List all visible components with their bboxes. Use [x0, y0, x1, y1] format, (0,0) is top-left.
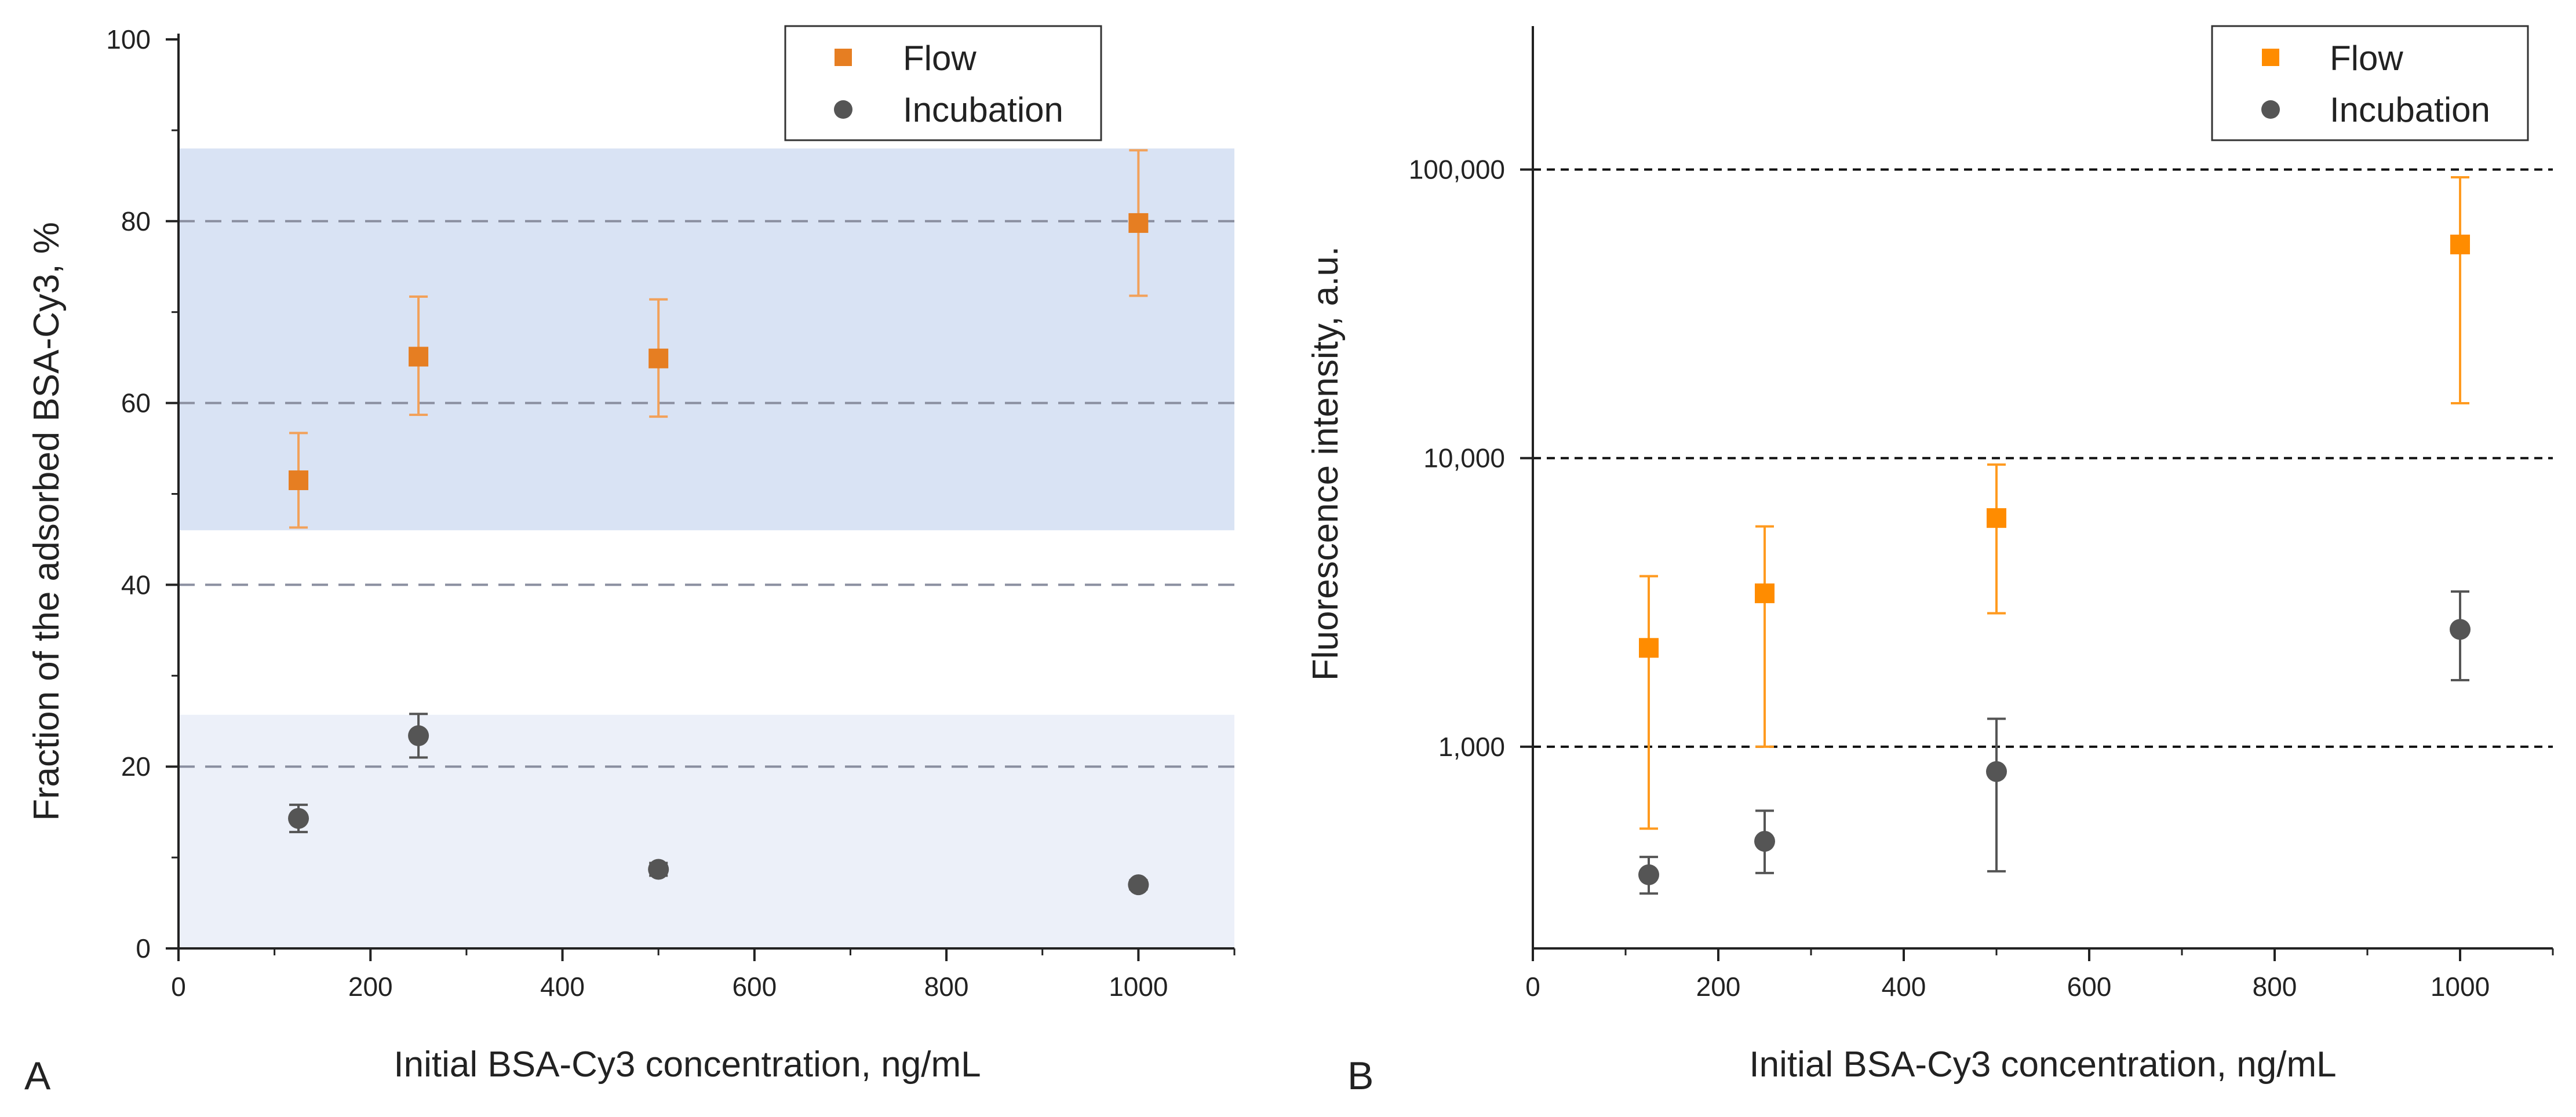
incubation-point: [648, 859, 669, 880]
legend-flow-marker: [2262, 49, 2279, 66]
y-tick-label: 0: [136, 933, 151, 963]
legend-incubation-marker: [2261, 100, 2280, 119]
legend-flow-label: Flow: [903, 39, 977, 78]
legend-incubation-label: Incubation: [903, 90, 1063, 129]
panel-b-label: B: [1347, 1054, 1373, 1098]
panel-a-legend-box: [784, 25, 1102, 141]
flow-point: [1639, 638, 1659, 658]
panel-a-chart: 0 200 400 600 800 1000 0 20 40 60 80 100 Flow Incub…: [24, 24, 1236, 1098]
y-tick-label: 80: [121, 206, 151, 236]
flow-point: [289, 470, 309, 490]
panel-b-data: [1638, 176, 2471, 895]
legend-flow-label: Flow: [2330, 39, 2403, 78]
x-tick-label: 400: [540, 972, 585, 1002]
panel-a-x-axis-title: Initial BSA-Cy3 concentration, ng/mL: [393, 1045, 981, 1085]
panel-b-legend-box: [2211, 25, 2529, 141]
flow-point: [1128, 213, 1149, 233]
panel-a-y-axis-title: Fraction of the adsorbed BSA-Cy3, %: [27, 222, 67, 821]
x-tick-label: 400: [1882, 972, 1926, 1002]
panel-a-label: A: [24, 1054, 51, 1098]
panel-b-legend: Flow Incubation: [2211, 25, 2529, 141]
y-tick-label: 10,000: [1423, 443, 1505, 473]
panel-a-ticks: 0 200 400 600 800 1000 0 20 40 60 80 100: [106, 24, 1236, 1002]
y-tick-label: 20: [121, 751, 151, 782]
panel-a-axes: [177, 34, 1234, 950]
flow-point: [1755, 583, 1775, 604]
x-tick-label: 1000: [2431, 972, 2490, 1002]
panel-b-x-axis-title: Initial BSA-Cy3 concentration, ng/mL: [1749, 1045, 2336, 1085]
flow-point: [648, 348, 669, 368]
incubation-point: [1754, 831, 1775, 852]
x-tick-label: 1000: [1109, 972, 1168, 1002]
x-tick-label: 200: [1696, 972, 1741, 1002]
y-tick-label: 60: [121, 388, 151, 418]
y-tick-label: 100,000: [1409, 155, 1505, 185]
x-tick-label: 800: [2253, 972, 2297, 1002]
x-tick-label: 0: [171, 972, 186, 1002]
incubation-point: [288, 808, 309, 829]
flow-point: [1987, 508, 2006, 528]
incubation-point: [408, 725, 429, 746]
x-tick-label: 800: [924, 972, 969, 1002]
y-tick-label: 100: [106, 24, 151, 54]
panel-b-gridlines: [1533, 168, 2553, 748]
x-tick-label: 600: [732, 972, 777, 1002]
legend-incubation-label: Incubation: [2330, 90, 2490, 129]
panel-a-legend: Flow Incubation: [784, 25, 1102, 141]
panel-a-bands: [178, 148, 1234, 948]
panel-a-gridlines: [178, 220, 1234, 768]
panel-b-axes: [1532, 26, 2553, 950]
x-tick-label: 600: [2067, 972, 2112, 1002]
panel-a-data: [288, 149, 1149, 896]
shaded-band-1: [178, 148, 1234, 531]
incubation-point: [2450, 619, 2471, 640]
panel-b-ticks: 0 200 400 600 800 1000 1,000 10,000 100,000: [1409, 155, 2554, 1002]
legend-flow-marker: [835, 49, 852, 66]
incubation-point: [1638, 864, 1659, 885]
x-tick-label: 0: [1525, 972, 1540, 1002]
flow-point: [409, 346, 429, 367]
y-tick-label: 1,000: [1438, 732, 1505, 762]
y-tick-label: 40: [121, 570, 151, 600]
flow-point: [2450, 234, 2470, 254]
incubation-point: [1986, 761, 2007, 782]
panel-b-chart: 0 200 400 600 800 1000 1,000 10,000 100,000 Flow…: [1306, 25, 2554, 1098]
x-tick-label: 200: [348, 972, 393, 1002]
incubation-point: [1128, 874, 1149, 896]
shaded-band-2: [178, 714, 1234, 948]
legend-incubation-marker: [834, 100, 852, 119]
panel-b-y-axis-title: Fluorescence intensity, a.u.: [1306, 246, 1346, 681]
